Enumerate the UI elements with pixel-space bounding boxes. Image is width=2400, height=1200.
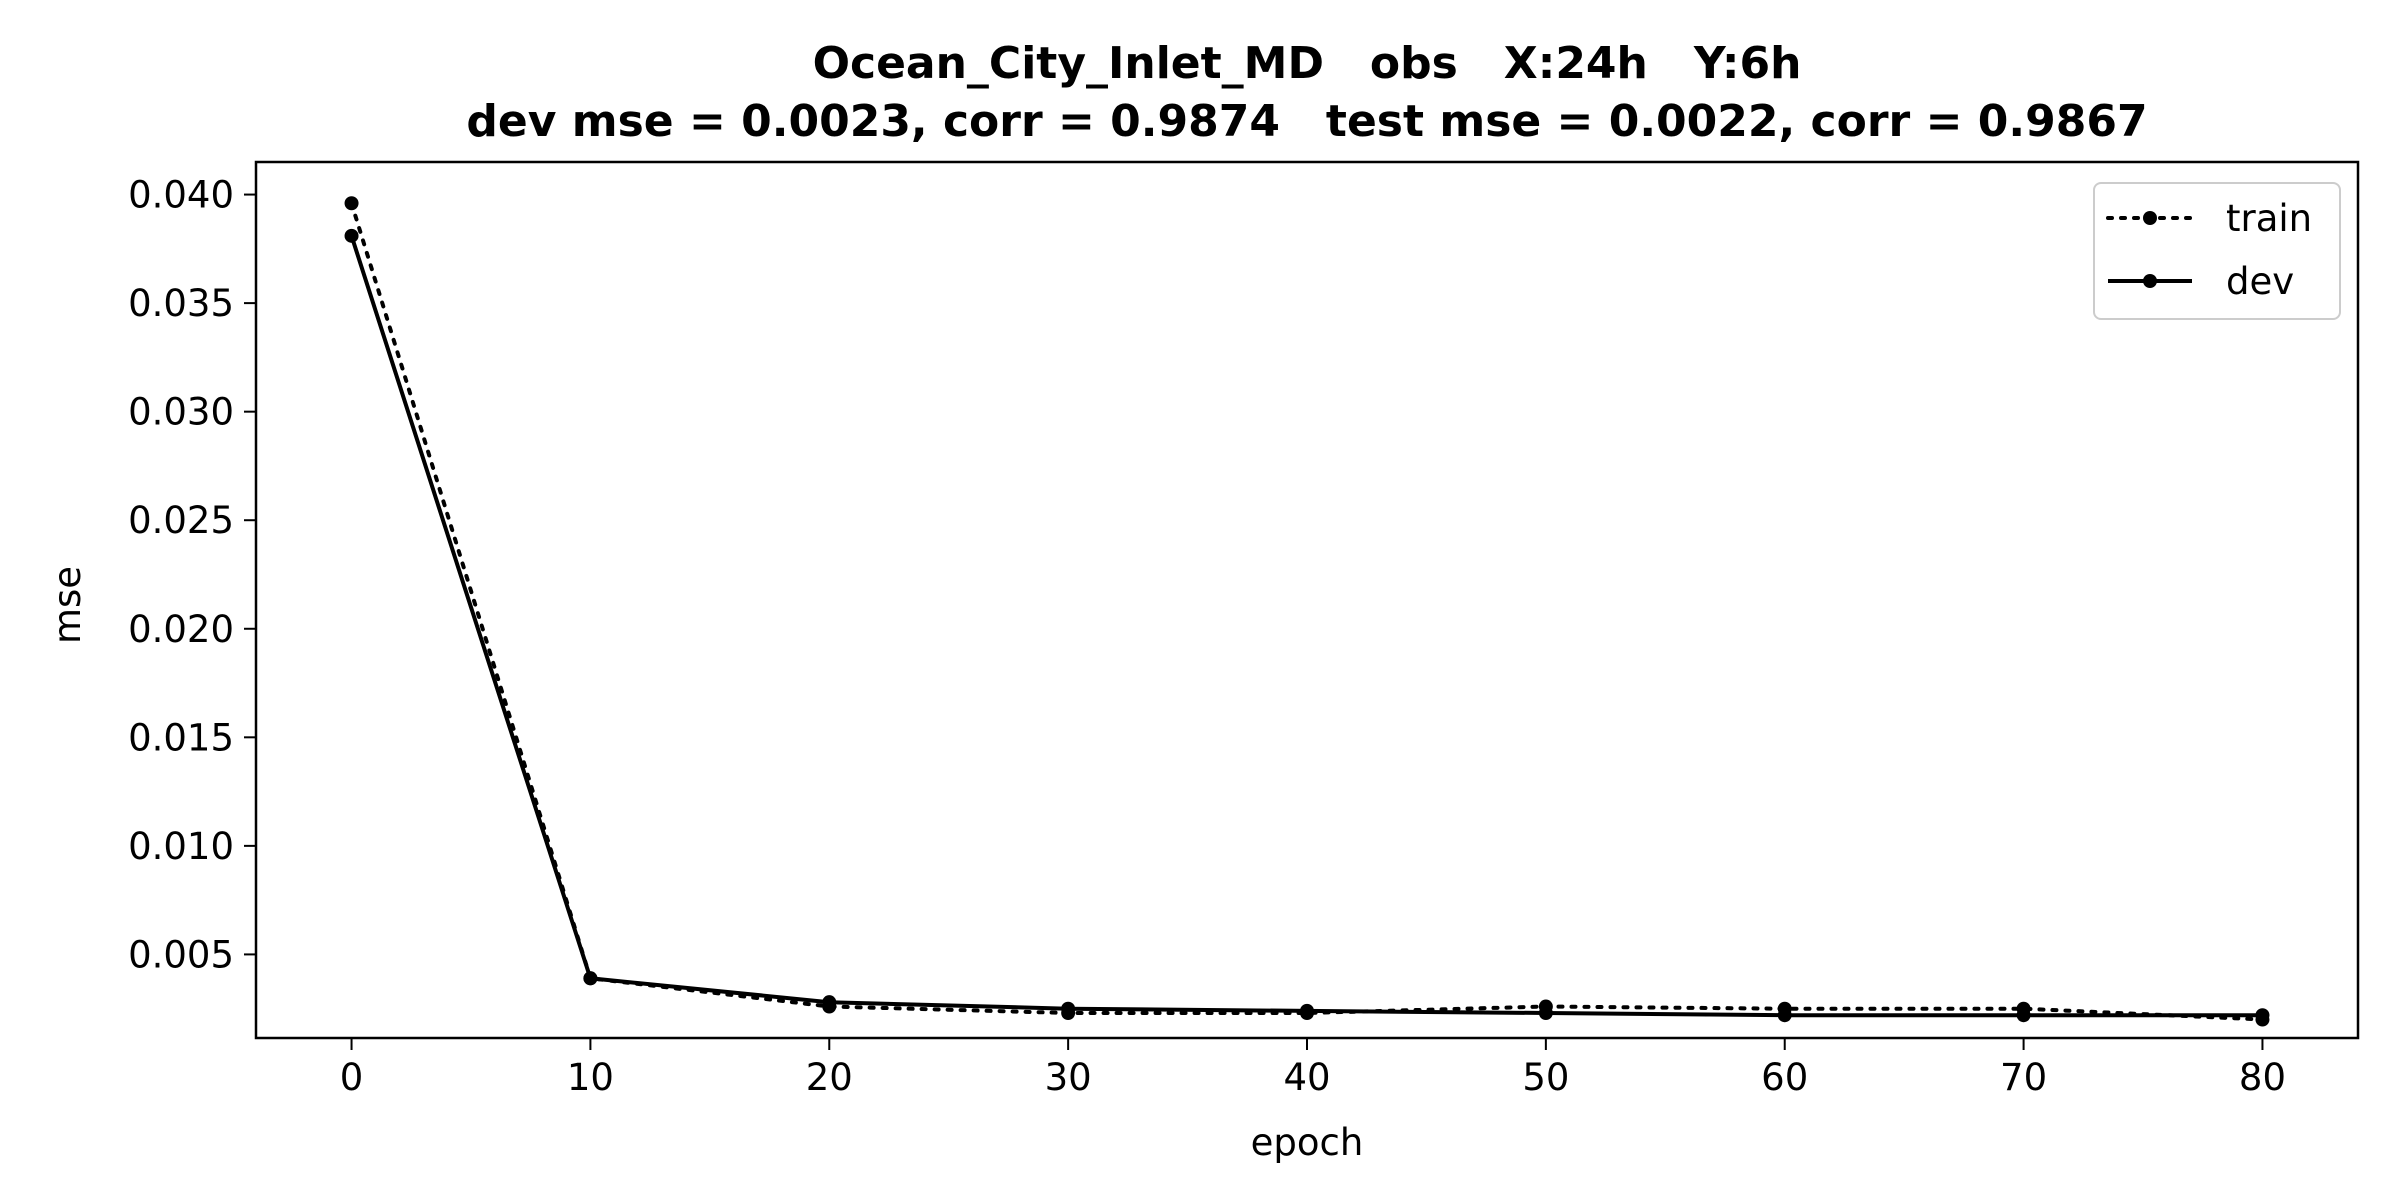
data-point-train <box>344 196 359 211</box>
legend-label-dev: dev <box>2226 260 2294 303</box>
y-tick-label: 0.020 <box>128 608 234 651</box>
y-tick-label: 0.025 <box>128 499 234 542</box>
data-point-dev <box>1538 1006 1553 1021</box>
chart-title-line-2: dev mse = 0.0023, corr = 0.9874 test mse… <box>466 96 2147 147</box>
chart-title-line-1: Ocean_City_Inlet_MD obs X:24h Y:6h <box>813 38 1802 89</box>
y-tick-label: 0.005 <box>128 933 234 976</box>
y-axis-label: mse <box>46 566 89 644</box>
x-tick-label: 40 <box>1283 1056 1330 1099</box>
plot-area: 0 10 20 30 40 50 60 70 80 0.005 0.010 0.015 0.020 0.0… <box>128 160 2360 1099</box>
x-tick-label: 30 <box>1045 1056 1092 1099</box>
x-tick-label: 20 <box>806 1056 853 1099</box>
x-tick-label: 60 <box>1761 1056 1808 1099</box>
data-point-dev <box>2016 1008 2031 1023</box>
legend-marker-dev <box>2143 274 2157 288</box>
data-point-dev <box>344 228 359 243</box>
data-point-dev <box>583 971 598 986</box>
y-tick-label: 0.040 <box>128 174 234 217</box>
legend: train dev <box>2093 182 2341 320</box>
data-point-dev <box>1061 1001 1076 1016</box>
legend-marker-train <box>2143 211 2157 225</box>
plot-frame <box>254 160 2360 1040</box>
y-tick-label: 0.010 <box>128 825 234 868</box>
y-tick-label: 0.035 <box>128 282 234 325</box>
data-point-dev <box>822 995 837 1010</box>
x-tick-label: 70 <box>2000 1056 2047 1099</box>
y-tick-label: 0.015 <box>128 716 234 759</box>
x-tick-label: 10 <box>567 1056 614 1099</box>
y-tick-label: 0.030 <box>128 391 234 434</box>
x-tick-label: 50 <box>1522 1056 1569 1099</box>
legend-label-train: train <box>2226 197 2312 240</box>
data-point-dev <box>1777 1008 1792 1023</box>
x-tick-label: 80 <box>2239 1056 2286 1099</box>
data-point-dev <box>1300 1003 1314 1018</box>
data-point-dev <box>2255 1008 2270 1023</box>
x-axis-label: epoch <box>1251 1121 1364 1164</box>
x-tick-label: 0 <box>340 1056 364 1099</box>
